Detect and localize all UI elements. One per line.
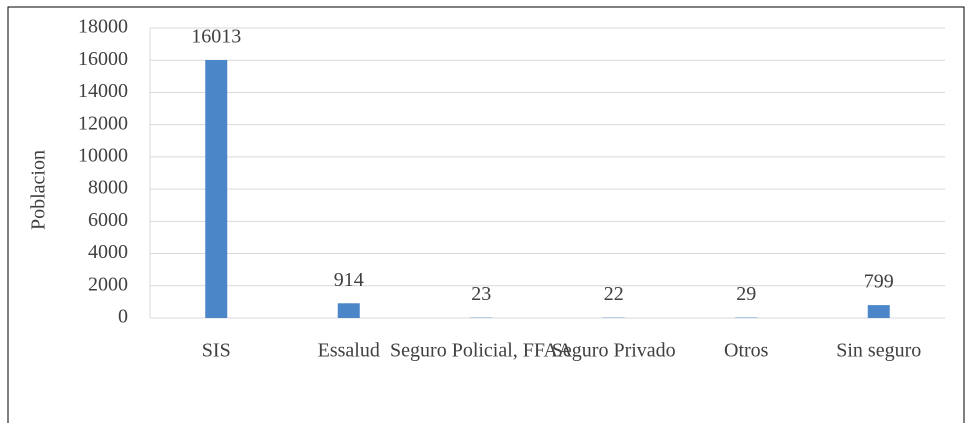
value-label: 799 (864, 271, 894, 293)
y-tick-label: 2000 (88, 273, 128, 295)
value-label: 914 (334, 269, 364, 291)
y-tick-label: 8000 (88, 177, 128, 199)
value-label: 23 (471, 283, 491, 305)
bar (867, 305, 890, 318)
x-tick-label: Essalud (318, 340, 380, 362)
x-tick-label: Sin seguro (836, 340, 921, 362)
y-axis-label: Poblacion (28, 150, 50, 230)
bar (337, 303, 360, 318)
y-tick-label: 6000 (88, 209, 128, 231)
x-tick-label: Otros (724, 340, 769, 362)
x-tick-label: Seguro Policial, FFAA (390, 340, 573, 362)
y-tick-label: 18000 (78, 16, 128, 38)
value-label: 29 (736, 283, 756, 305)
frame (7, 6, 965, 423)
x-tick-label: Seguro Privado (552, 340, 676, 362)
x-tick-label: SIS (202, 340, 231, 362)
y-tick-label: 16000 (78, 48, 128, 70)
value-label: 16013 (191, 26, 241, 48)
bar (205, 60, 228, 318)
y-tick-label: 10000 (78, 144, 128, 166)
value-label: 22 (604, 283, 624, 305)
y-tick-label: 14000 (78, 80, 128, 102)
y-tick-label: 0 (118, 306, 128, 328)
y-tick-label: 4000 (88, 241, 128, 263)
y-tick-label: 12000 (78, 112, 128, 134)
